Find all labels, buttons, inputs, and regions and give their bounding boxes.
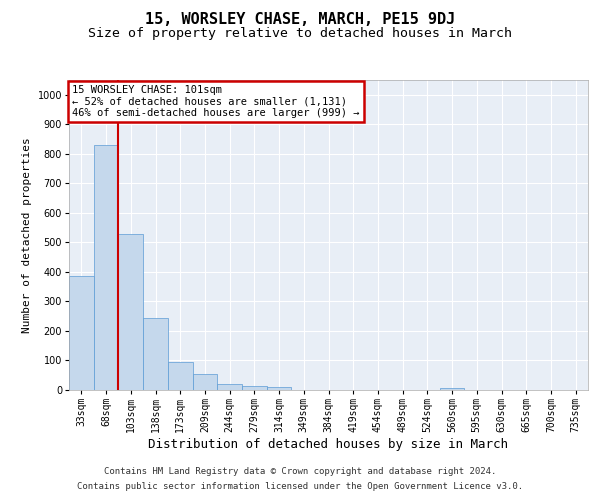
- Text: Contains HM Land Registry data © Crown copyright and database right 2024.: Contains HM Land Registry data © Crown c…: [104, 467, 496, 476]
- Bar: [168, 362, 193, 390]
- Bar: [143, 318, 168, 390]
- Bar: [118, 234, 143, 390]
- Text: 15 WORSLEY CHASE: 101sqm
← 52% of detached houses are smaller (1,131)
46% of sem: 15 WORSLEY CHASE: 101sqm ← 52% of detach…: [72, 85, 359, 118]
- Bar: [193, 374, 217, 390]
- Bar: [267, 387, 292, 390]
- Bar: [94, 145, 118, 390]
- Bar: [69, 276, 94, 390]
- Y-axis label: Number of detached properties: Number of detached properties: [22, 137, 32, 333]
- Bar: [242, 386, 267, 390]
- X-axis label: Distribution of detached houses by size in March: Distribution of detached houses by size …: [149, 438, 509, 451]
- Text: Contains public sector information licensed under the Open Government Licence v3: Contains public sector information licen…: [77, 482, 523, 491]
- Bar: [217, 384, 242, 390]
- Text: 15, WORSLEY CHASE, MARCH, PE15 9DJ: 15, WORSLEY CHASE, MARCH, PE15 9DJ: [145, 12, 455, 28]
- Text: Size of property relative to detached houses in March: Size of property relative to detached ho…: [88, 28, 512, 40]
- Bar: [440, 388, 464, 390]
